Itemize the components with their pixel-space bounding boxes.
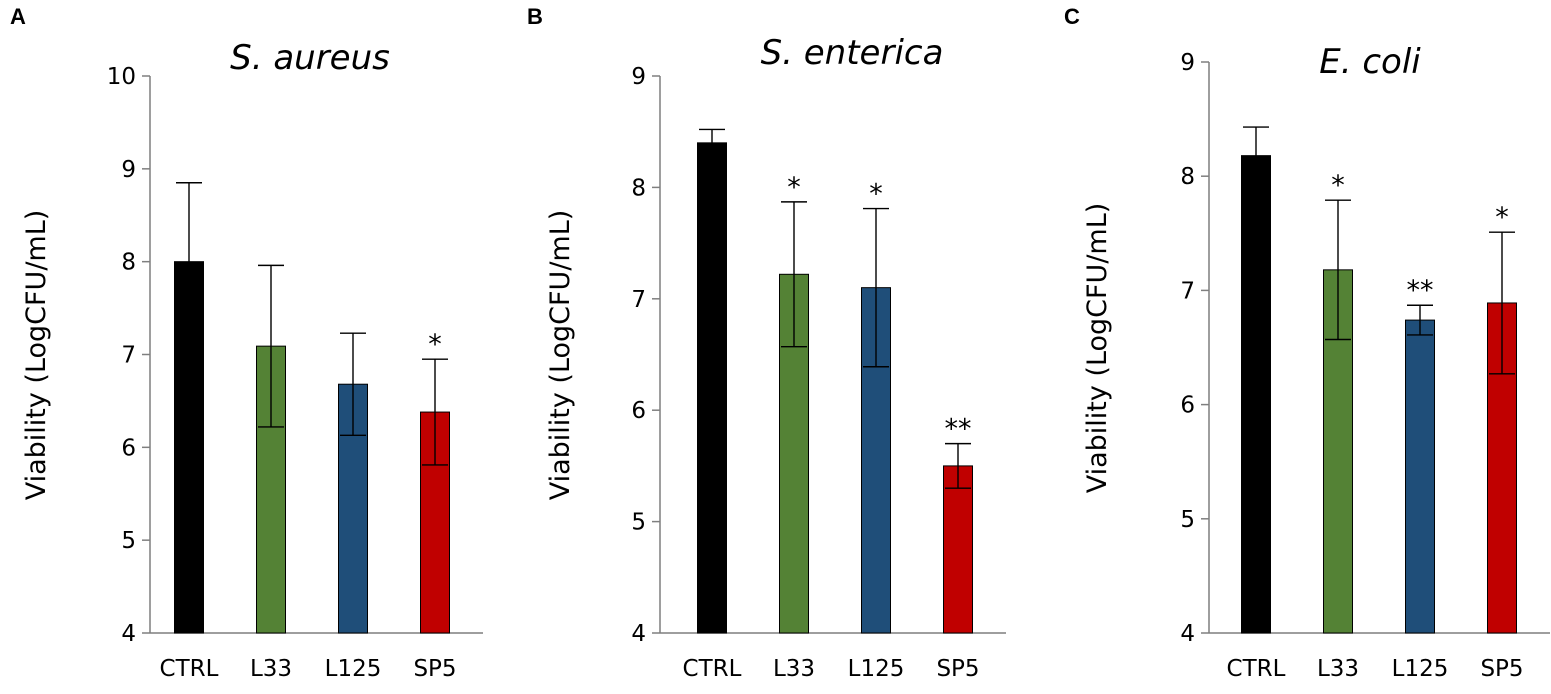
chart-title: S. aureus [230, 38, 390, 78]
y-tick-label: 4 [631, 621, 646, 647]
y-tick-label: 7 [631, 287, 646, 313]
chart-panel-a: A S. aureus Viability (LogCFU/mL) 4 5 6 7 8 9 10 C… [10, 4, 483, 682]
significance-marker: * [1331, 170, 1345, 201]
x-tick-label: L125 [325, 656, 382, 682]
x-tick-label: L33 [1317, 656, 1359, 682]
chart-panel-b: B S. enterica Viability (LogCFU/mL) 4 5 6 7 8 9 C… [527, 4, 1006, 682]
y-tick-label: 8 [631, 175, 646, 201]
y-tick-label: 5 [121, 528, 136, 554]
y-tick-label: 9 [1180, 50, 1195, 76]
x-tick-label: CTRL [160, 656, 219, 682]
significance-marker: ** [945, 414, 972, 445]
bar-l125 [861, 287, 891, 634]
y-tick-label: 6 [121, 435, 136, 461]
x-tick-label: SP5 [936, 656, 979, 682]
y-tick-label: 9 [121, 157, 136, 183]
x-tick-label: CTRL [683, 656, 742, 682]
x-tick-label: L33 [773, 656, 815, 682]
chart-panel-c: C E. coli Viability (LogCFU/mL) 4 5 6 7 8 9 CTRL *… [1064, 4, 1550, 682]
y-tick-label: 5 [1180, 507, 1195, 533]
significance-marker: * [428, 329, 442, 360]
panel-letter: A [10, 4, 26, 29]
y-axis-label: Viability (LogCFU/mL) [545, 210, 576, 501]
y-tick-label: 4 [1180, 621, 1195, 647]
y-tick-label: 4 [121, 621, 136, 647]
bar-l125 [1405, 319, 1435, 634]
y-tick-label: 5 [631, 510, 646, 536]
x-tick-label: L33 [250, 656, 292, 682]
y-tick-label: 8 [121, 250, 136, 276]
y-axis-label: Viability (LogCFU/mL) [21, 210, 52, 501]
bar-ctrl [1241, 155, 1271, 634]
significance-marker: * [869, 179, 883, 210]
significance-marker: * [787, 172, 801, 203]
bar-sp5 [943, 465, 973, 634]
x-tick-label: SP5 [1480, 656, 1523, 682]
x-tick-label: SP5 [413, 656, 456, 682]
y-tick-label: 7 [1180, 278, 1195, 304]
y-tick-label: 6 [631, 398, 646, 424]
bar-ctrl [697, 142, 727, 634]
x-tick-label: L125 [1392, 656, 1449, 682]
x-tick-label: L125 [848, 656, 905, 682]
chart-title: E. coli [1319, 42, 1421, 82]
y-tick-label: 8 [1180, 164, 1195, 190]
y-tick-label: 10 [107, 64, 136, 90]
chart-title: S. enterica [761, 33, 944, 73]
x-tick-label: CTRL [1227, 656, 1286, 682]
y-tick-label: 7 [121, 343, 136, 369]
significance-marker: * [1495, 202, 1509, 233]
panel-letter: B [527, 4, 543, 29]
significance-marker: ** [1407, 275, 1434, 306]
panel-letter: C [1064, 4, 1080, 29]
y-tick-label: 6 [1180, 393, 1195, 419]
y-axis-label: Viability (LogCFU/mL) [1082, 203, 1113, 494]
y-tick-label: 9 [631, 64, 646, 90]
